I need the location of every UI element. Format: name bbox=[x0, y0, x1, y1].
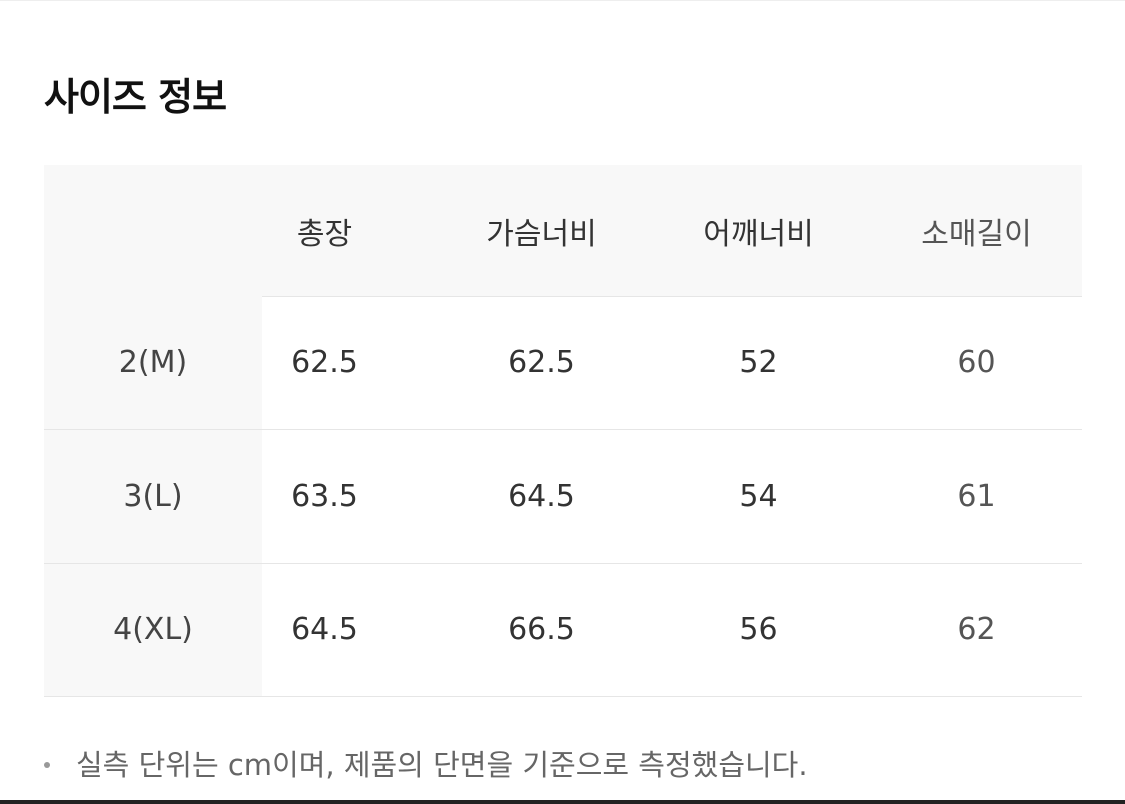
note-text: 실측 단위는 cm이며, 제품의 단면을 기준으로 측정했습니다. bbox=[76, 748, 808, 782]
table-cell: 52 bbox=[739, 345, 778, 380]
table-row: 3(L) 63.5 64.5 54 61 bbox=[44, 430, 1082, 564]
table-cell: 61 bbox=[957, 479, 996, 514]
table-cell: 64.5 bbox=[291, 612, 358, 647]
header-cell: 어깨너비 bbox=[703, 216, 814, 252]
table-cell: 64.5 bbox=[508, 479, 575, 514]
bottom-border bbox=[0, 800, 1125, 804]
size-label: 3(L) bbox=[123, 479, 183, 514]
table-cell: 62.5 bbox=[508, 345, 575, 380]
table-row: 2(M) 62.5 62.5 52 60 bbox=[44, 296, 1082, 430]
table-cell: 62.5 bbox=[291, 345, 358, 380]
size-label: 4(XL) bbox=[113, 612, 193, 647]
page-title: 사이즈 정보 bbox=[44, 75, 227, 119]
header-cell: 소매길이 bbox=[921, 216, 1032, 252]
top-divider bbox=[0, 0, 1125, 1]
table-cell: 62 bbox=[957, 612, 996, 647]
measurement-note: 실측 단위는 cm이며, 제품의 단면을 기준으로 측정했습니다. bbox=[44, 742, 808, 784]
table-cell: 54 bbox=[739, 479, 778, 514]
size-label: 2(M) bbox=[118, 345, 188, 380]
table-cell: 66.5 bbox=[508, 612, 575, 647]
table-cell: 60 bbox=[957, 345, 996, 380]
table-cell: 56 bbox=[739, 612, 778, 647]
size-label-column bbox=[44, 296, 262, 696]
bullet-icon bbox=[44, 762, 50, 768]
header-cell: 총장 bbox=[296, 216, 353, 252]
table-header-row: 총장 가슴너비 어깨너비 소매길이 bbox=[44, 165, 1082, 297]
size-table: 총장 가슴너비 어깨너비 소매길이 2(M) 62.5 62.5 52 60 3… bbox=[44, 165, 1082, 697]
table-row: 4(XL) 64.5 66.5 56 62 bbox=[44, 563, 1082, 697]
header-cell: 가슴너비 bbox=[486, 216, 597, 252]
table-cell: 63.5 bbox=[291, 479, 358, 514]
